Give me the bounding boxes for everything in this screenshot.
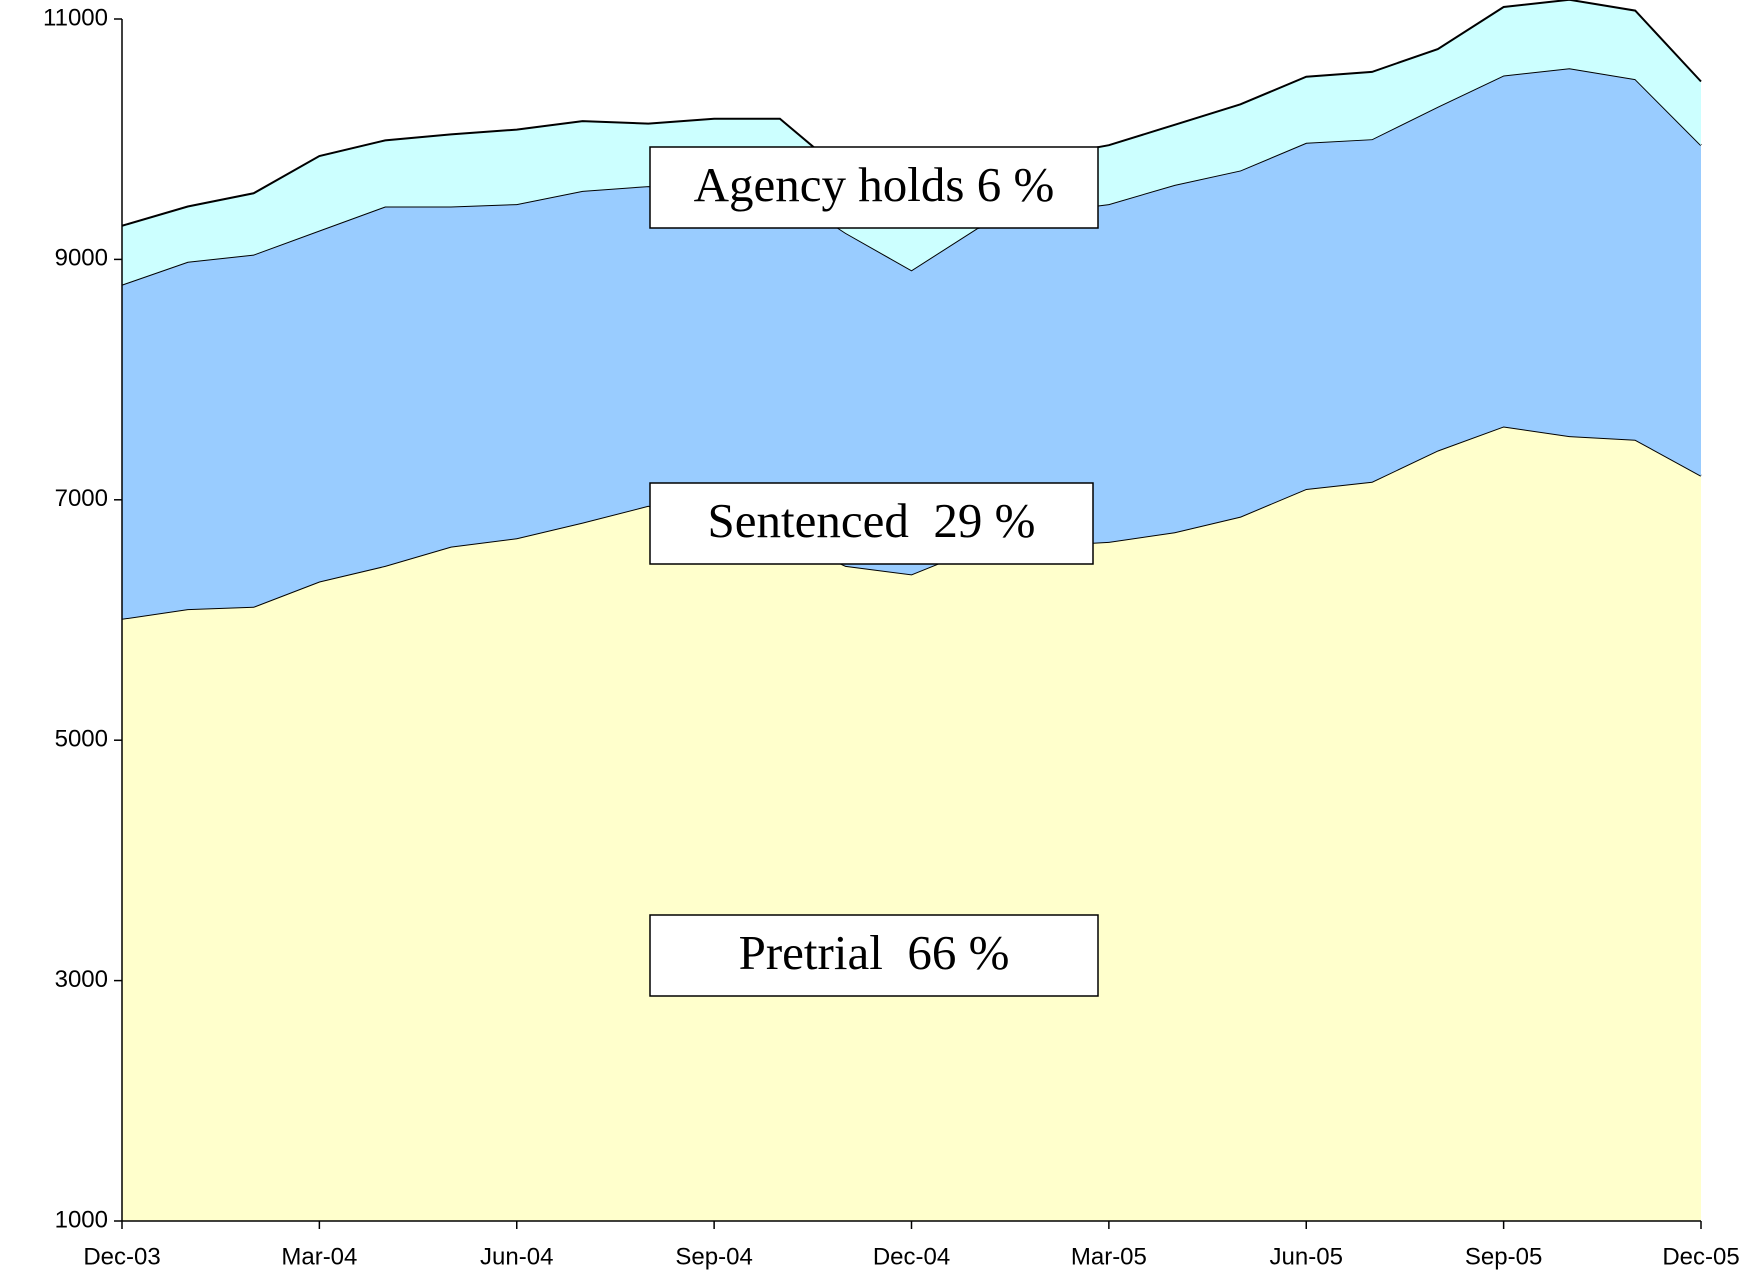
annotation: Sentenced 29 % — [708, 493, 1036, 548]
x-tick-label: Dec-03 — [83, 1243, 160, 1270]
y-tick-label: 3000 — [55, 966, 108, 993]
x-tick-label: Sep-04 — [675, 1243, 752, 1270]
y-tick-label: 5000 — [55, 726, 108, 753]
y-tick-label: 1000 — [55, 1206, 108, 1233]
area — [122, 68, 1701, 619]
x-tick-label: Dec-04 — [873, 1243, 950, 1270]
y-tick-label: 9000 — [55, 245, 108, 272]
x-tick-label: Jun-05 — [1270, 1243, 1343, 1270]
x-tick-label: Jun-04 — [480, 1243, 553, 1270]
y-tick-label: 11000 — [43, 4, 108, 31]
annotation: Pretrial 66 % — [739, 925, 1010, 980]
annotation-box — [649, 914, 1099, 997]
x-tick-label: Mar-05 — [1071, 1243, 1147, 1270]
annotation: Agency holds 6 % — [694, 157, 1055, 212]
x-tick-label: Dec-05 — [1662, 1243, 1739, 1270]
y-tick-label: 7000 — [55, 485, 108, 512]
x-tick-label: Mar-04 — [281, 1243, 357, 1270]
x-tick-label: Sep-05 — [1465, 1243, 1542, 1270]
annotation-box — [649, 482, 1094, 565]
annotation-box — [649, 146, 1099, 229]
area — [122, 426, 1701, 1221]
